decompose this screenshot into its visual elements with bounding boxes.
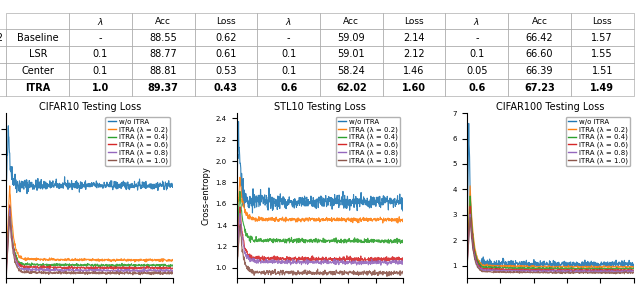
Title: STL10 Testing Loss: STL10 Testing Loss — [274, 102, 366, 112]
Title: CIFAR10 Testing Loss: CIFAR10 Testing Loss — [38, 102, 141, 112]
Legend: w/o ITRA, ITRA (λ = 0.2), ITRA (λ = 0.4), ITRA (λ = 0.6), ITRA (λ = 0.8), ITRA (: w/o ITRA, ITRA (λ = 0.2), ITRA (λ = 0.4)… — [335, 117, 400, 166]
Y-axis label: Cross-entropy: Cross-entropy — [201, 166, 210, 225]
Legend: w/o ITRA, ITRA (λ = 0.2), ITRA (λ = 0.4), ITRA (λ = 0.6), ITRA (λ = 0.8), ITRA (: w/o ITRA, ITRA (λ = 0.2), ITRA (λ = 0.4)… — [106, 117, 170, 166]
Legend: w/o ITRA, ITRA (λ = 0.2), ITRA (λ = 0.4), ITRA (λ = 0.6), ITRA (λ = 0.8), ITRA (: w/o ITRA, ITRA (λ = 0.2), ITRA (λ = 0.4)… — [566, 117, 630, 166]
Title: CIFAR100 Testing Loss: CIFAR100 Testing Loss — [496, 102, 604, 112]
